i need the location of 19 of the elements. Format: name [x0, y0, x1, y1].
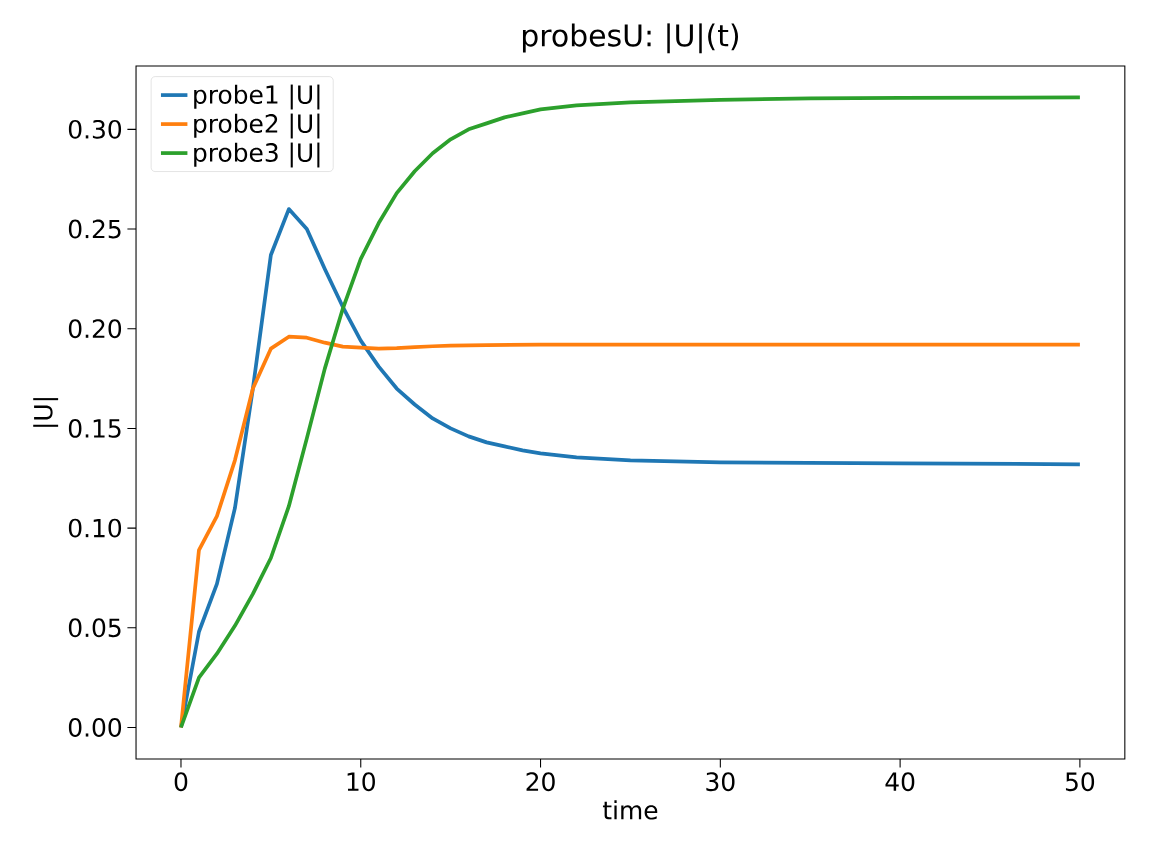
- y-tick-label: 0.20: [68, 319, 122, 339]
- legend-label: probe1 |U|: [194, 84, 320, 110]
- y-tick-label: 0.25: [68, 219, 121, 239]
- x-tick-label: 40: [885, 772, 915, 792]
- x-tick-label: 0: [174, 772, 188, 792]
- x-tick-label: 20: [526, 772, 555, 792]
- y-axis-title: |U|: [33, 398, 59, 427]
- x-axis-title: time: [602, 800, 658, 820]
- y-tick-label: 0.05: [68, 618, 121, 638]
- x-tick-label: 30: [706, 772, 735, 792]
- y-tick-label: 0.30: [68, 119, 122, 139]
- x-tick-label: 50: [1065, 772, 1095, 792]
- chart-title: probesU: |U|(t): [522, 23, 739, 54]
- y-tick-label: 0.10: [68, 518, 122, 538]
- legend-label: probe3 |U|: [194, 142, 320, 168]
- x-tick-label: 10: [347, 772, 375, 792]
- y-tick-label: 0.15: [68, 418, 121, 438]
- y-tick-label: 0.00: [68, 718, 122, 737]
- legend-label: probe2 |U|: [194, 113, 320, 139]
